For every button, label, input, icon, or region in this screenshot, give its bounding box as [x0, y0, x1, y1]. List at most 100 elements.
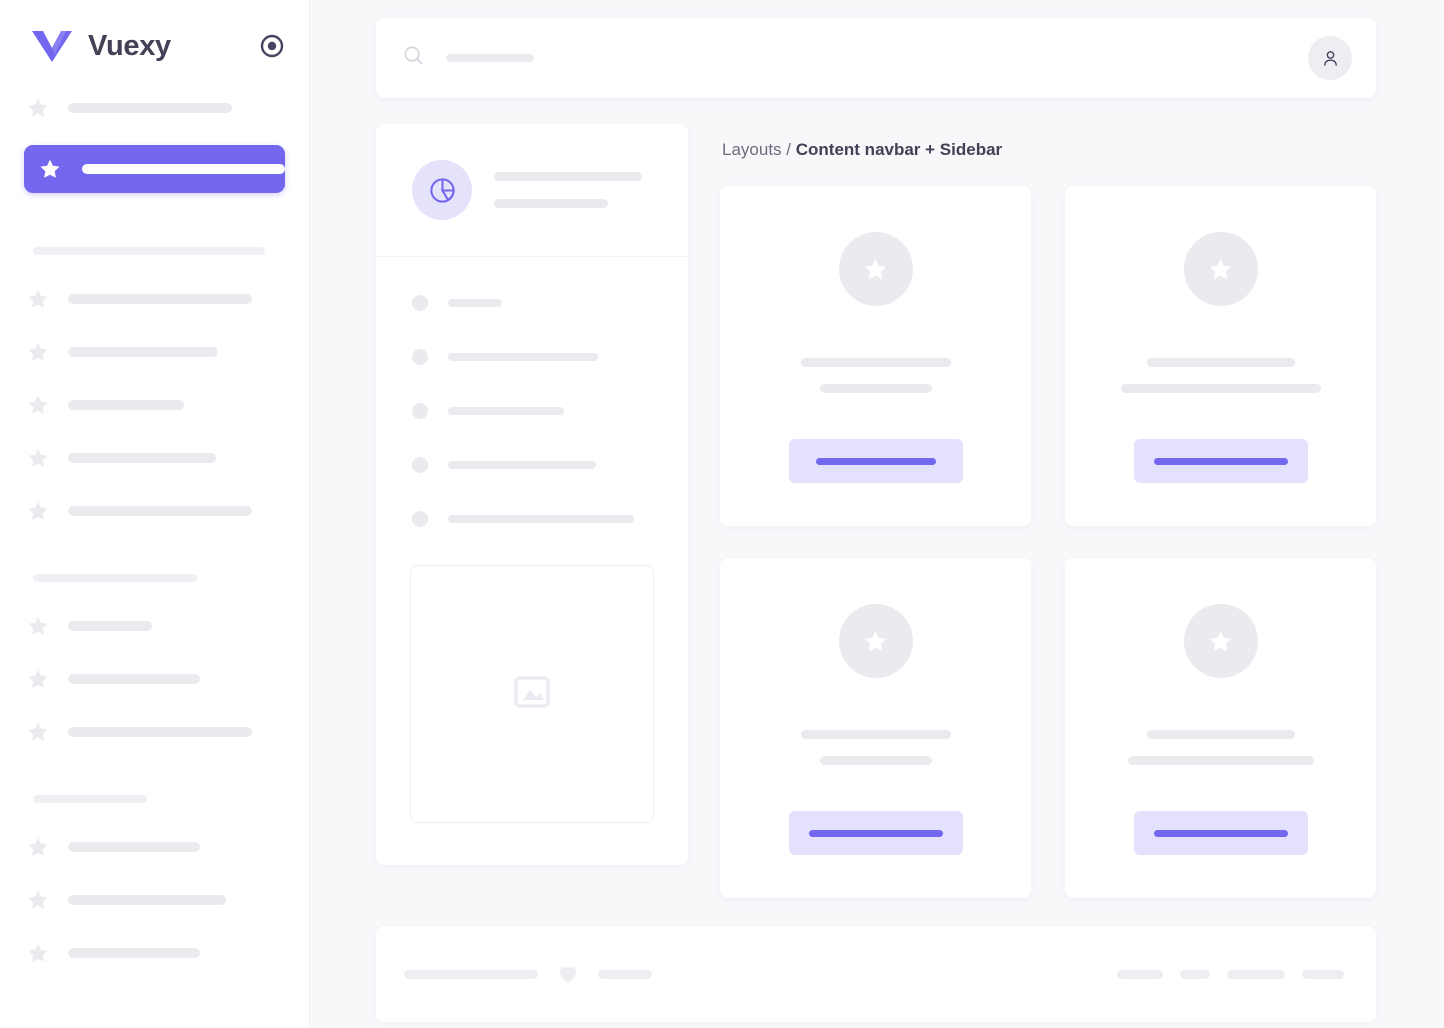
sidebar-item-8[interactable] — [24, 610, 285, 642]
sidebar-item-1[interactable] — [24, 92, 285, 124]
star-icon — [26, 888, 50, 912]
sidebar-item-11[interactable] — [24, 831, 285, 863]
star-icon — [26, 393, 50, 417]
bullet-dot-icon — [412, 349, 428, 365]
sidebar-item-5[interactable] — [24, 389, 285, 421]
main-content: Layouts / Content navbar + Sidebar — [310, 0, 1444, 1028]
product-card-skeletons — [1065, 358, 1376, 393]
star-icon — [26, 499, 50, 523]
star-icon — [26, 835, 50, 859]
sidebar-item-9[interactable] — [24, 663, 285, 695]
breadcrumb-parent[interactable]: Layouts — [722, 140, 782, 159]
product-card-line-2 — [819, 756, 932, 765]
pie-chart-icon — [412, 160, 472, 220]
breadcrumb-current: Content navbar + Sidebar — [795, 140, 1003, 159]
sidebar-item-label-skeleton — [68, 103, 232, 113]
product-cards-grid — [720, 186, 1376, 898]
star-icon — [26, 941, 50, 965]
star-avatar — [1183, 604, 1258, 678]
cards-section: Layouts / Content navbar + Sidebar — [720, 124, 1376, 898]
bullet-dot-icon — [412, 511, 428, 527]
product-card-skeletons — [1065, 730, 1376, 765]
search-input[interactable] — [402, 44, 1308, 72]
footer-right-group — [1117, 969, 1344, 979]
star-icon — [26, 287, 50, 311]
heart-icon — [556, 962, 580, 986]
sidebar-item-label-skeleton — [68, 895, 226, 905]
footer-link-skeleton-2[interactable] — [1180, 969, 1210, 979]
footer-link-skeleton-1[interactable] — [1117, 969, 1163, 979]
bullet-dot-icon — [412, 403, 428, 419]
panel-list — [376, 257, 688, 527]
sidebar-item-3[interactable] — [24, 283, 285, 315]
product-card[interactable] — [720, 558, 1031, 898]
sidebar-section-divider — [33, 574, 197, 582]
product-card-line-1 — [1146, 730, 1295, 739]
star-icon — [26, 667, 50, 691]
sidebar-item-2-active[interactable] — [24, 145, 285, 193]
footer-left-group — [404, 962, 1117, 986]
list-item-label-skeleton — [448, 407, 564, 415]
content-row: Layouts / Content navbar + Sidebar — [376, 124, 1376, 898]
panel-header-line-1 — [494, 172, 642, 181]
product-card-button-label-skeleton — [1153, 829, 1288, 837]
list-item-label-skeleton — [448, 353, 598, 361]
product-card-button[interactable] — [788, 439, 963, 483]
product-card[interactable] — [720, 186, 1031, 526]
bullet-dot-icon — [412, 457, 428, 473]
image-placeholder[interactable] — [410, 565, 654, 823]
panel-header-skeletons — [494, 172, 664, 208]
footer-link-skeleton-3[interactable] — [1227, 969, 1285, 979]
product-card-button[interactable] — [788, 811, 963, 855]
star-icon — [26, 96, 50, 120]
product-card-button[interactable] — [1133, 811, 1308, 855]
list-item-label-skeleton — [448, 299, 502, 307]
product-card[interactable] — [1065, 186, 1376, 526]
sidebar-item-label-skeleton — [68, 842, 200, 852]
sidebar-item-4[interactable] — [24, 336, 285, 368]
product-card[interactable] — [1065, 558, 1376, 898]
list-item-label-skeleton — [448, 515, 634, 523]
brand-header: Vuexy — [0, 0, 309, 92]
sidebar-item-7[interactable] — [24, 495, 285, 527]
footer-link-skeleton-4[interactable] — [1302, 969, 1344, 979]
list-item[interactable] — [412, 511, 664, 527]
product-card-skeletons — [720, 730, 1031, 765]
sidebar-item-label-skeleton — [68, 948, 200, 958]
sidebar-group-2 — [24, 221, 285, 527]
product-card-line-2 — [1127, 756, 1314, 765]
sidebar-section-divider — [33, 795, 147, 803]
star-avatar — [838, 232, 913, 306]
user-avatar-icon[interactable] — [1308, 36, 1352, 80]
sidebar-item-13[interactable] — [24, 937, 285, 969]
circle-dot-icon[interactable] — [259, 33, 285, 59]
star-icon — [26, 446, 50, 470]
sidebar-item-10[interactable] — [24, 716, 285, 748]
product-card-button-label-skeleton — [815, 457, 936, 465]
list-item[interactable] — [412, 457, 664, 473]
list-item[interactable] — [412, 295, 664, 311]
star-icon — [38, 157, 62, 181]
sidebar-nav — [0, 92, 309, 969]
product-card-button-label-skeleton — [808, 829, 943, 837]
sidebar: Vuexy — [0, 0, 310, 1028]
star-avatar — [1183, 232, 1258, 306]
sidebar-item-label-skeleton — [68, 621, 152, 631]
list-item[interactable] — [412, 403, 664, 419]
sidebar-item-6[interactable] — [24, 442, 285, 474]
bullet-dot-icon — [412, 295, 428, 311]
product-card-skeletons — [720, 358, 1031, 393]
panel-header-line-2 — [494, 199, 608, 208]
sidebar-item-label-skeleton — [68, 453, 216, 463]
breadcrumb-separator: / — [786, 140, 792, 159]
footer-text-skeleton-2 — [598, 969, 652, 979]
product-card-button-label-skeleton — [1153, 457, 1288, 465]
list-item[interactable] — [412, 349, 664, 365]
sidebar-section-divider — [33, 247, 265, 255]
sidebar-item-12[interactable] — [24, 884, 285, 916]
product-card-button[interactable] — [1133, 439, 1308, 483]
footer-bar — [376, 926, 1376, 1022]
left-content-panel — [376, 124, 688, 865]
star-icon — [26, 720, 50, 744]
